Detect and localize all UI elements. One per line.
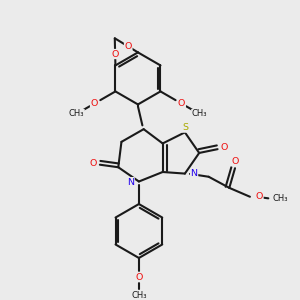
Text: S: S bbox=[182, 123, 188, 132]
Text: O: O bbox=[256, 192, 263, 201]
Text: N: N bbox=[127, 178, 134, 187]
Text: O: O bbox=[112, 50, 119, 58]
Text: O: O bbox=[91, 99, 98, 108]
Text: N: N bbox=[190, 169, 198, 178]
Text: O: O bbox=[89, 159, 97, 168]
Text: CH₃: CH₃ bbox=[69, 110, 84, 118]
Text: O: O bbox=[231, 157, 239, 166]
Text: O: O bbox=[135, 272, 142, 281]
Text: CH₃: CH₃ bbox=[192, 110, 207, 118]
Text: CH₃: CH₃ bbox=[272, 194, 288, 203]
Text: CH₃: CH₃ bbox=[131, 291, 147, 300]
Text: O: O bbox=[178, 99, 185, 108]
Text: O: O bbox=[124, 42, 132, 51]
Text: O: O bbox=[221, 143, 228, 152]
